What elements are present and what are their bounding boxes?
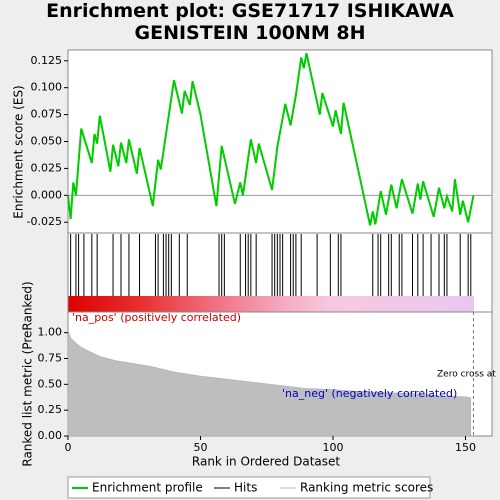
- y-tick-label: 0.75: [38, 352, 63, 365]
- pos-label: 'na_pos' (positively correlated): [72, 311, 241, 324]
- legend-label: Ranking metric scores: [300, 481, 433, 495]
- y-axis-label: Enrichment score (ES): [12, 85, 26, 218]
- x-tick-label: 0: [65, 441, 72, 454]
- x-axis-label: Rank in Ordered Dataset: [192, 455, 340, 469]
- legend-label: Enrichment profile: [92, 481, 203, 495]
- y-tick-label: 0.125: [31, 54, 63, 67]
- y-tick-label: 0.00: [38, 429, 63, 442]
- chart-title: Enrichment plot: GSE71717 ISHIKAWA GENIS…: [46, 0, 454, 44]
- rank-color-bar: [68, 296, 474, 312]
- y-tick-label: 1.00: [38, 326, 63, 339]
- legend-label: Hits: [234, 481, 257, 495]
- zero-cross-label: Zero cross at: [437, 370, 496, 380]
- y-tick-label: 0.000: [31, 188, 63, 201]
- y-axis-label: Ranked list metric (PreRanked): [21, 281, 35, 466]
- x-tick-label: 100: [323, 441, 344, 454]
- legend-box: [67, 476, 431, 499]
- y-tick-label: 0.075: [31, 108, 63, 121]
- y-tick-label: 0.50: [38, 377, 63, 390]
- y-tick-label: 0.25: [38, 403, 63, 416]
- y-tick-label: -0.025: [27, 215, 62, 228]
- x-tick-label: 150: [455, 441, 476, 454]
- y-tick-label: 0.050: [31, 135, 63, 148]
- metric-area: [67, 330, 472, 437]
- x-tick-label: 50: [194, 441, 208, 454]
- enrichment-line: [67, 53, 475, 226]
- neg-label: 'na_neg' (negatively correlated): [282, 387, 457, 400]
- y-tick-label: 0.025: [31, 161, 63, 174]
- y-tick-label: 0.100: [31, 81, 63, 94]
